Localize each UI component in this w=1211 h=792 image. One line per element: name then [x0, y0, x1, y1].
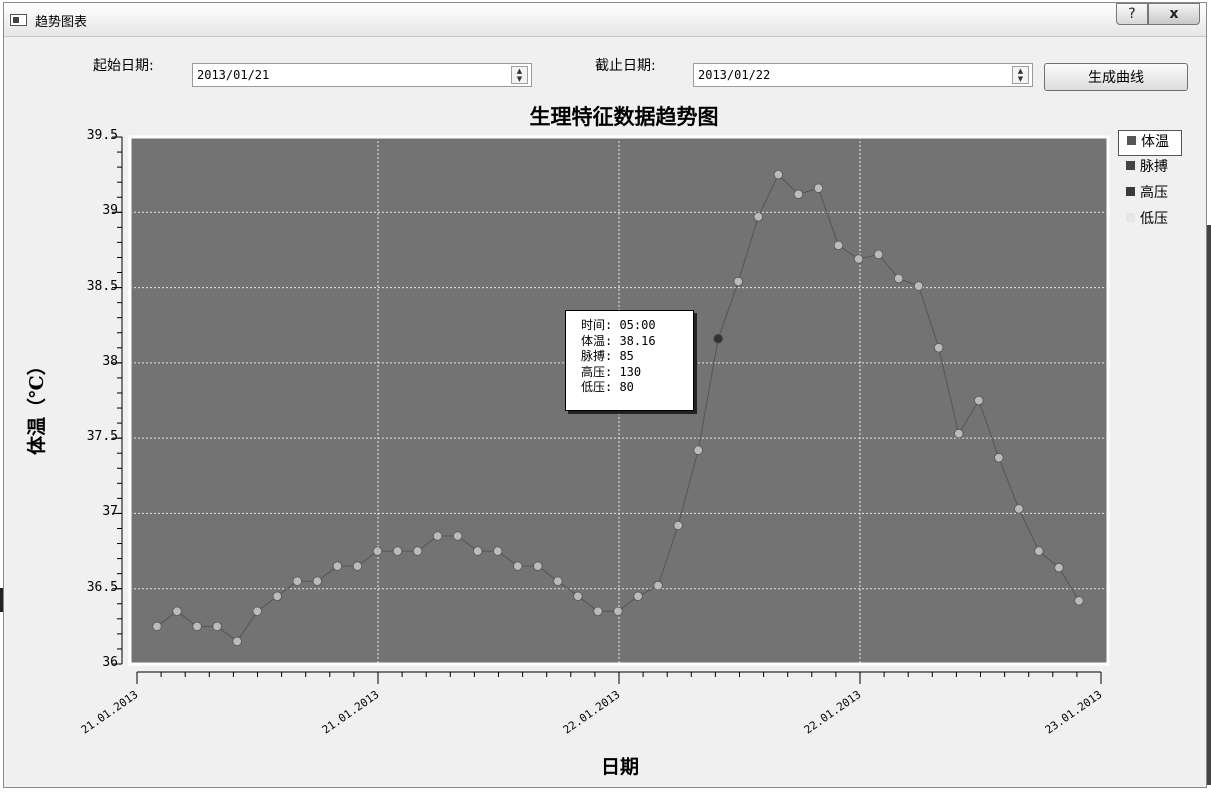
data-point[interactable]: [1034, 546, 1044, 556]
legend-swatch: [1127, 136, 1136, 145]
data-point[interactable]: [472, 546, 483, 556]
tooltip-high-bp: 高压: 130: [581, 364, 642, 379]
data-point[interactable]: [673, 520, 683, 531]
start-date-label: 起始日期:: [93, 58, 154, 74]
y-tick-label: 39.5: [86, 128, 118, 143]
tooltip-time: 时间: 05:00: [581, 318, 656, 332]
window-title: 趋势图表: [35, 15, 88, 30]
chart-title: 生理特征数据趋势图: [529, 104, 719, 129]
data-point[interactable]: [873, 249, 884, 260]
help-button[interactable]: ?: [1116, 3, 1148, 25]
data-point[interactable]: [613, 606, 623, 617]
data-point[interactable]: [392, 546, 403, 556]
data-point[interactable]: [312, 576, 323, 586]
data-point[interactable]: [994, 453, 1004, 463]
x-axis-label: 日期: [600, 756, 639, 778]
legend-item-low-bp[interactable]: 低压: [1118, 208, 1182, 234]
data-point[interactable]: [152, 621, 162, 632]
axes: [112, 136, 1102, 684]
y-axis-label-wrap: 体温（℃）: [26, 356, 48, 456]
data-point[interactable]: [893, 273, 904, 284]
app-icon: [10, 14, 27, 26]
tooltip-temp: 体温: 38.16: [581, 333, 656, 348]
data-point[interactable]: [593, 606, 603, 617]
start-date-input[interactable]: [197, 66, 477, 84]
legend-swatch: [1126, 161, 1135, 170]
y-tick-label: 38.5: [86, 278, 118, 294]
tooltip-low-bp: 低压: 80: [581, 380, 634, 394]
tooltip-pulse: 脉搏: 85: [581, 349, 634, 363]
data-point[interactable]: [833, 240, 844, 251]
close-button[interactable]: x: [1148, 3, 1200, 25]
data-point[interactable]: [352, 561, 363, 571]
data-point[interactable]: [693, 445, 703, 455]
data-point[interactable]: [493, 546, 503, 556]
legend-item-pulse[interactable]: 脉搏: [1118, 156, 1182, 182]
data-point[interactable]: [1074, 596, 1084, 606]
data-point[interactable]: [513, 561, 523, 571]
title-bar: 趋势图表 ? x: [4, 3, 1206, 37]
data-point[interactable]: [853, 254, 864, 264]
data-point[interactable]: [954, 428, 964, 439]
start-date-spinner[interactable]: ▲ ▼: [511, 66, 528, 84]
data-point[interactable]: [633, 591, 643, 601]
y-tick-label: 39: [102, 203, 118, 219]
data-point[interactable]: [653, 581, 663, 591]
data-point[interactable]: [292, 576, 303, 586]
end-date-spinner[interactable]: ▲ ▼: [1012, 66, 1029, 84]
y-tick-label: 37: [102, 504, 118, 520]
legend-swatch: [1126, 187, 1135, 196]
generate-curve-button[interactable]: 生成曲线: [1044, 63, 1188, 91]
end-date-label: 截止日期:: [595, 58, 656, 74]
start-date-field[interactable]: ▲▼: [192, 63, 532, 87]
data-point-selected[interactable]: [713, 333, 724, 344]
data-point[interactable]: [733, 276, 743, 287]
y-tick-label: 36: [102, 655, 118, 670]
data-point[interactable]: [974, 395, 984, 406]
data-point[interactable]: [553, 576, 563, 586]
data-points: [152, 169, 1084, 647]
data-tooltip: 时间: 05:00 体温: 38.16 脉搏: 85 高压: 130 低压: 8…: [565, 310, 694, 411]
y-tick-label: 36.5: [86, 579, 118, 595]
data-point[interactable]: [172, 606, 182, 617]
legend-swatch: [1126, 213, 1135, 222]
data-point[interactable]: [913, 281, 924, 291]
data-point[interactable]: [212, 621, 222, 632]
y-axis-label: 体温（℃）: [26, 356, 48, 455]
legend: 体温 脉搏 高压 低压: [1118, 130, 1182, 234]
data-point[interactable]: [773, 169, 784, 180]
data-point[interactable]: [533, 561, 543, 571]
data-point[interactable]: [753, 212, 764, 222]
data-point[interactable]: [412, 546, 423, 556]
end-date-field[interactable]: ▲▼: [693, 63, 1033, 87]
y-tick-label: 38: [102, 353, 118, 369]
data-point[interactable]: [372, 546, 383, 556]
data-point[interactable]: [793, 189, 804, 199]
data-point[interactable]: [813, 183, 824, 193]
data-point[interactable]: [933, 343, 944, 353]
data-point[interactable]: [232, 636, 242, 647]
legend-item-high-bp[interactable]: 高压: [1118, 182, 1182, 208]
data-point[interactable]: [432, 531, 443, 541]
data-point[interactable]: [1054, 562, 1064, 573]
scrollbar-edge: [1207, 225, 1211, 785]
legend-item-temp[interactable]: 体温: [1118, 130, 1182, 156]
data-point[interactable]: [332, 561, 343, 571]
data-point[interactable]: [272, 591, 282, 601]
data-point[interactable]: [1014, 504, 1024, 514]
data-point[interactable]: [192, 621, 202, 632]
end-date-input[interactable]: [698, 66, 978, 84]
data-point[interactable]: [252, 606, 262, 617]
data-point[interactable]: [573, 591, 583, 601]
data-point[interactable]: [452, 531, 463, 541]
y-tick-label: 37.5: [86, 429, 118, 445]
left-edge-mark: [0, 588, 3, 612]
